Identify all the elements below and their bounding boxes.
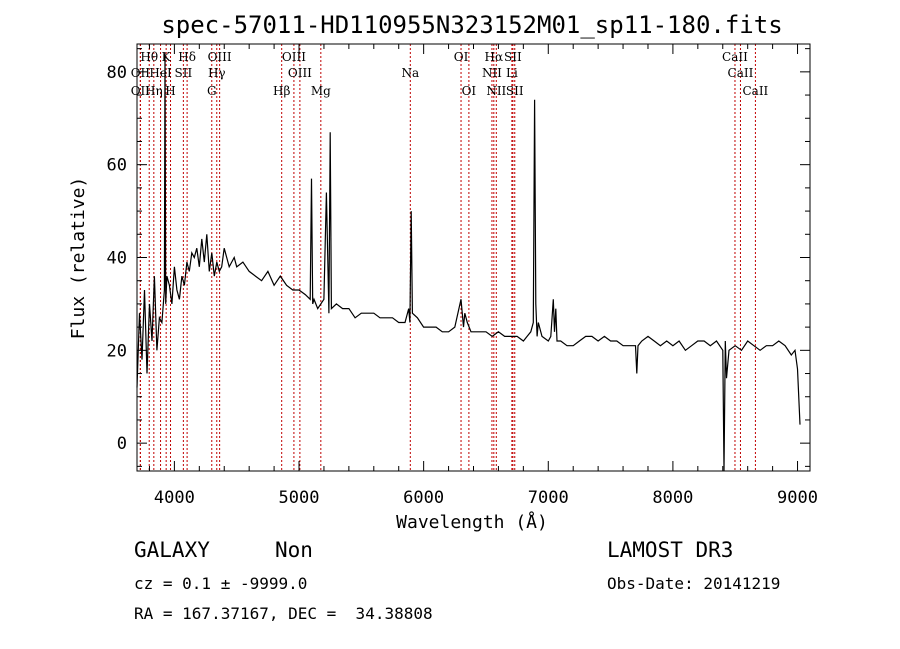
y-tick-label: 0 — [117, 434, 127, 454]
x-tick-label: 5000 — [279, 488, 320, 508]
line-label: CaII — [728, 66, 754, 80]
line-label: Hγ — [208, 66, 226, 80]
line-label: NII — [482, 66, 502, 80]
x-tick-label: 9000 — [777, 488, 818, 508]
y-axis-ticks: 0 20 40 60 80 — [107, 48, 810, 467]
line-label: OIII — [208, 50, 232, 64]
x-tick-label: 6000 — [403, 488, 444, 508]
line-label: OIII — [288, 66, 312, 80]
redshift-readout: cz = 0.1 ± -9999.0 — [134, 574, 308, 593]
x-tick-label: 7000 — [528, 488, 569, 508]
line-label: CaII — [742, 84, 768, 98]
emission-line-labels: OIIOIIHθHηHeIKHSIIHδGHγOIIIHβOIIIOIIIMgN… — [131, 50, 769, 98]
y-tick-label: 60 — [107, 156, 127, 176]
x-axis-title: Wavelength (Å) — [396, 511, 548, 533]
object-subclass: Non — [275, 538, 313, 562]
line-label: Na — [401, 66, 419, 80]
line-label: K — [162, 50, 172, 64]
line-label: OII — [131, 84, 151, 98]
emission-line-markers — [139, 44, 756, 471]
line-label: Mg — [311, 84, 331, 98]
line-label: G — [207, 84, 217, 98]
x-axis-ticks: 4000 5000 6000 7000 8000 9000 — [148, 44, 818, 508]
y-tick-label: 20 — [107, 341, 127, 361]
x-tick-label: 4000 — [154, 488, 195, 508]
y-axis-title: Flux (relative) — [68, 177, 89, 340]
object-class: GALAXY — [134, 538, 210, 562]
line-label: OI — [454, 50, 469, 64]
line-label: Hδ — [178, 50, 196, 64]
y-tick-label: 40 — [107, 249, 127, 269]
line-label: CaII — [722, 50, 748, 64]
x-tick-label: 8000 — [652, 488, 693, 508]
coordinates-readout: RA = 167.37167, DEC = 34.38808 — [134, 604, 433, 623]
line-label: OII — [131, 66, 151, 80]
line-label: SII — [175, 66, 193, 80]
line-label: Hη — [145, 84, 163, 98]
line-label: SII — [506, 84, 524, 98]
line-label: NII — [486, 84, 506, 98]
line-label: OI — [462, 84, 477, 98]
line-label: H — [165, 84, 175, 98]
line-label: HeI — [149, 66, 172, 80]
line-label: OIII — [282, 50, 306, 64]
line-label: Li — [506, 66, 518, 80]
line-label: Hβ — [273, 84, 290, 98]
line-label: Hα — [485, 50, 504, 64]
plot-frame — [136, 43, 811, 472]
spectrum-line — [136, 53, 801, 472]
survey-name: LAMOST DR3 — [607, 538, 734, 562]
chart-title: spec-57011-HD110955N323152M01_sp11-180.f… — [161, 11, 782, 39]
line-label: SII — [504, 50, 522, 64]
y-tick-label: 80 — [107, 63, 127, 83]
observation-date: Obs-Date: 20141219 — [607, 574, 781, 593]
line-label: Hθ — [140, 50, 158, 64]
